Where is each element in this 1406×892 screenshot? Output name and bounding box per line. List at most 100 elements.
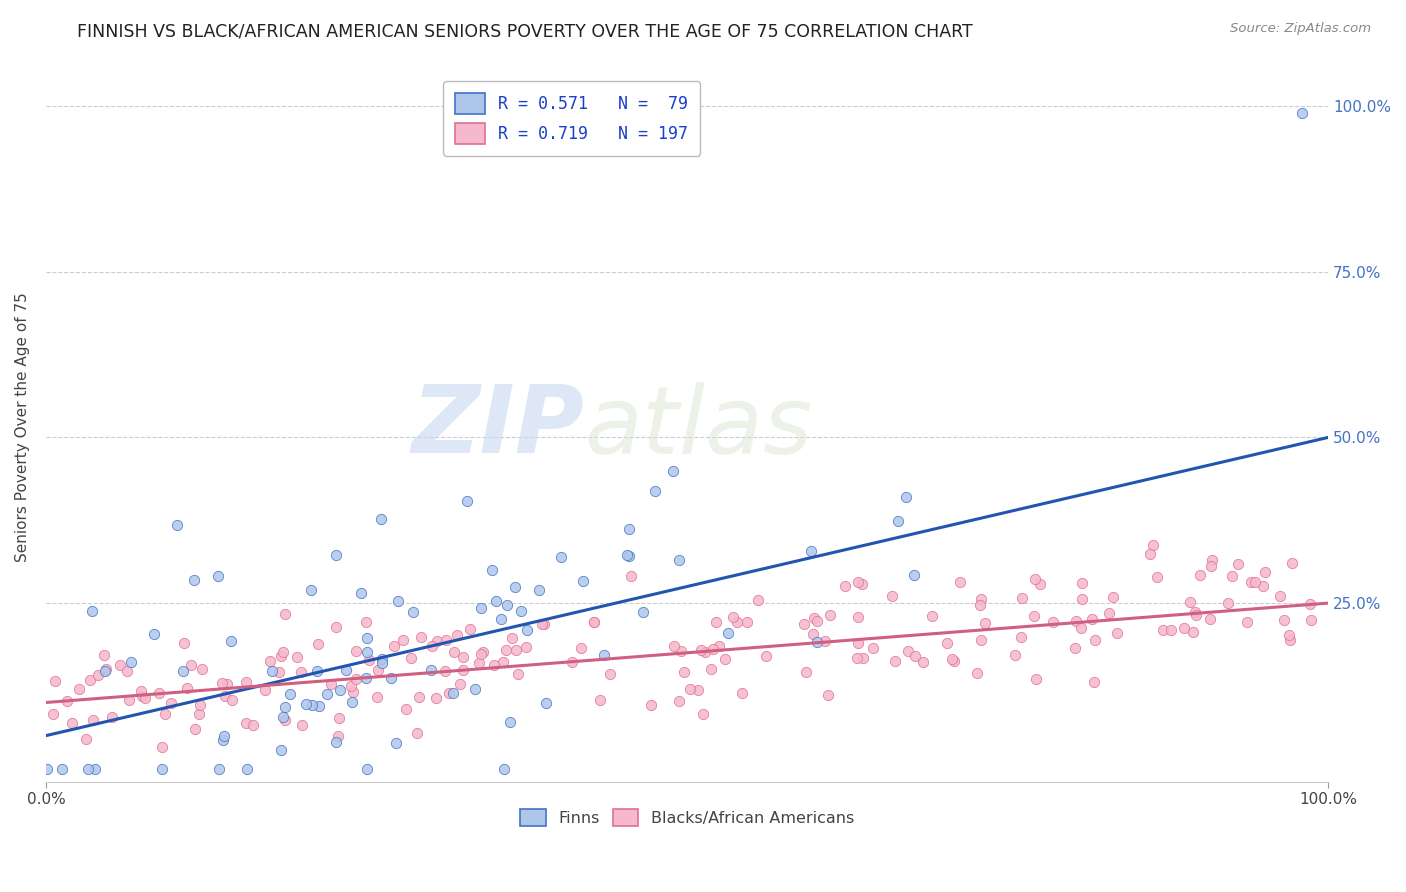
Point: [235, 716, 257, 731]
Point: [118, 692, 141, 706]
Point: [582, 615, 605, 629]
Point: [806, 635, 828, 649]
Point: [631, 606, 654, 620]
Point: [382, 639, 405, 653]
Point: [434, 632, 457, 647]
Point: [451, 663, 474, 677]
Point: [295, 697, 318, 711]
Point: [385, 736, 408, 750]
Point: [1071, 591, 1094, 606]
Point: [1182, 624, 1205, 639]
Point: [446, 628, 468, 642]
Point: [973, 615, 995, 630]
Point: [505, 643, 527, 657]
Point: [183, 722, 205, 736]
Point: [367, 663, 389, 677]
Point: [470, 647, 492, 661]
Point: [800, 543, 823, 558]
Point: [117, 665, 139, 679]
Point: [325, 548, 347, 562]
Point: [208, 762, 231, 776]
Point: [1239, 575, 1261, 590]
Point: [569, 640, 592, 655]
Point: [259, 654, 281, 668]
Point: [316, 687, 339, 701]
Point: [464, 682, 486, 697]
Point: [501, 631, 523, 645]
Point: [1011, 591, 1033, 606]
Point: [1042, 615, 1064, 629]
Point: [207, 569, 229, 583]
Point: [1004, 648, 1026, 663]
Point: [489, 612, 512, 626]
Point: [340, 695, 363, 709]
Point: [1160, 623, 1182, 637]
Point: [640, 698, 662, 713]
Point: [301, 698, 323, 712]
Point: [399, 650, 422, 665]
Point: [82, 603, 104, 617]
Point: [274, 713, 297, 727]
Point: [904, 648, 927, 663]
Point: [406, 726, 429, 740]
Point: [357, 653, 380, 667]
Point: [269, 665, 291, 679]
Point: [1066, 614, 1088, 628]
Point: [897, 644, 920, 658]
Point: [328, 711, 350, 725]
Point: [83, 762, 105, 776]
Point: [1244, 575, 1267, 590]
Point: [93, 648, 115, 662]
Point: [1301, 613, 1323, 627]
Point: [235, 674, 257, 689]
Point: [1010, 630, 1032, 644]
Point: [1071, 575, 1094, 590]
Point: [1278, 628, 1301, 642]
Point: [285, 650, 308, 665]
Point: [420, 640, 443, 654]
Point: [700, 663, 723, 677]
Point: [273, 700, 295, 714]
Point: [1278, 632, 1301, 647]
Point: [75, 731, 97, 746]
Point: [328, 730, 350, 744]
Point: [371, 657, 394, 671]
Point: [176, 681, 198, 695]
Point: [941, 652, 963, 666]
Point: [370, 511, 392, 525]
Point: [499, 714, 522, 729]
Point: [51, 762, 73, 776]
Point: [1236, 615, 1258, 630]
Point: [79, 673, 101, 688]
Point: [1199, 558, 1222, 573]
Point: [846, 636, 869, 650]
Point: [87, 668, 110, 682]
Point: [1102, 590, 1125, 604]
Point: [278, 687, 301, 701]
Point: [443, 644, 465, 658]
Point: [134, 690, 156, 705]
Point: [1105, 625, 1128, 640]
Point: [150, 739, 173, 754]
Point: [851, 577, 873, 591]
Point: [727, 615, 749, 629]
Point: [949, 575, 972, 590]
Point: [173, 635, 195, 649]
Point: [60, 715, 83, 730]
Point: [409, 631, 432, 645]
Point: [533, 617, 555, 632]
Point: [1272, 613, 1295, 627]
Point: [67, 681, 90, 696]
Point: [35, 762, 58, 776]
Point: [862, 640, 884, 655]
Point: [803, 611, 825, 625]
Point: [814, 633, 837, 648]
Point: [679, 681, 702, 696]
Point: [1084, 632, 1107, 647]
Point: [82, 713, 104, 727]
Point: [1291, 105, 1313, 120]
Point: [692, 706, 714, 721]
Point: [717, 626, 740, 640]
Point: [342, 685, 364, 699]
Point: [290, 665, 312, 679]
